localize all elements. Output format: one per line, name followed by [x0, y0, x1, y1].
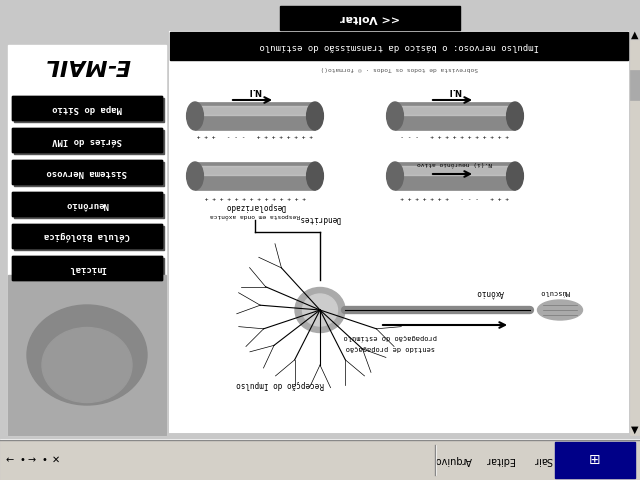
Text: N.I: N.I [248, 85, 262, 95]
Bar [12, 224, 162, 248]
Text: ←: ← [6, 455, 14, 465]
Bar [12, 192, 162, 216]
Bar [12, 256, 162, 280]
Bar [290, 210, 350, 228]
Bar [14, 130, 164, 154]
Bar [12, 96, 162, 120]
Text: E-MAIL: E-MAIL [44, 55, 130, 75]
Bar [12, 128, 162, 152]
Bar [12, 160, 162, 184]
Text: Célula Biológica: Célula Biológica [44, 231, 130, 241]
Bar [195, 162, 315, 190]
Ellipse shape [187, 102, 204, 130]
Text: Neurônio: Neurônio [65, 200, 109, 208]
Text: Dendrites: Dendrites [299, 215, 341, 224]
Text: ✕: ✕ [52, 455, 60, 465]
Bar [630, 40, 640, 435]
Text: + + + + + + + + + + + + + +: + + + + + + + + + + + + + + [204, 194, 306, 200]
Text: Sobrevista de todos os Todos · © formato(): Sobrevista de todos os Todos · © formato… [320, 65, 477, 71]
Ellipse shape [303, 294, 337, 326]
Bar [170, 32, 628, 432]
Bar [14, 258, 164, 282]
Text: N.I: N.I [449, 85, 461, 95]
Bar [555, 442, 635, 478]
Text: Axônio: Axônio [476, 288, 504, 297]
Bar [395, 162, 515, 190]
Text: Séries do IMV: Séries do IMV [52, 135, 122, 144]
Text: Arquivo: Arquivo [435, 455, 472, 465]
Bar [8, 45, 166, 435]
Ellipse shape [538, 300, 582, 320]
Bar [12, 96, 162, 120]
Text: ▲: ▲ [631, 30, 639, 40]
Ellipse shape [307, 102, 323, 130]
Bar [12, 192, 162, 216]
Text: Resposta em onda axônica: Resposta em onda axônica [210, 213, 300, 219]
Text: << Voltar: << Voltar [340, 13, 400, 23]
Ellipse shape [42, 327, 132, 403]
Text: Editar: Editar [486, 455, 515, 465]
Ellipse shape [387, 162, 403, 190]
Bar [195, 106, 315, 115]
Ellipse shape [507, 102, 524, 130]
Bar [195, 166, 315, 175]
Bar [14, 162, 164, 186]
Text: Inicial: Inicial [68, 264, 106, 273]
Bar [14, 98, 164, 122]
Bar [12, 160, 162, 184]
Text: sentido de propagação: sentido de propagação [346, 345, 435, 351]
Text: + + + + + + + +   - - -   + + +: + + + + + + + + - - - + + + [197, 133, 313, 139]
Bar [395, 166, 515, 175]
Text: Despolarizado: Despolarizado [225, 202, 285, 211]
Bar [630, 70, 640, 100]
Text: + + + + + + + + + + +   - - -: + + + + + + + + + + + - - - [401, 133, 509, 139]
Ellipse shape [507, 162, 524, 190]
Ellipse shape [307, 162, 323, 190]
Bar [8, 275, 166, 435]
Ellipse shape [295, 288, 345, 333]
Text: Sair: Sair [534, 455, 552, 465]
Text: •: • [41, 455, 47, 465]
Bar [395, 102, 515, 130]
Text: Impulso nervoso: o básico da transmissão do estímulo: Impulso nervoso: o básico da transmissão… [259, 41, 539, 50]
Text: •: • [19, 455, 25, 465]
Bar [170, 32, 628, 60]
Bar [395, 106, 515, 115]
Text: N.(i) neurônio ativo: N.(i) neurônio ativo [417, 161, 493, 167]
Text: Músculo: Músculo [540, 289, 570, 295]
Bar [14, 226, 164, 250]
Text: + + +   - - -   + + + + + + +: + + + - - - + + + + + + + [401, 194, 509, 200]
Bar [0, 440, 640, 480]
Ellipse shape [387, 102, 403, 130]
Text: →: → [28, 455, 36, 465]
Bar [14, 194, 164, 218]
Bar [12, 224, 162, 248]
Ellipse shape [27, 305, 147, 405]
Text: ⊞: ⊞ [589, 453, 601, 467]
Text: ▼: ▼ [631, 425, 639, 435]
Text: Mapa do Sítio: Mapa do Sítio [52, 104, 122, 112]
Ellipse shape [187, 162, 204, 190]
Bar [195, 102, 315, 130]
Bar [12, 256, 162, 280]
Text: propagação do estímulo: propagação do estímulo [343, 334, 436, 340]
Text: Recepção do Impulso: Recepção do Impulso [236, 381, 324, 389]
Text: Sistema Nervoso: Sistema Nervoso [47, 168, 127, 177]
Bar [12, 128, 162, 152]
Bar [280, 6, 460, 30]
